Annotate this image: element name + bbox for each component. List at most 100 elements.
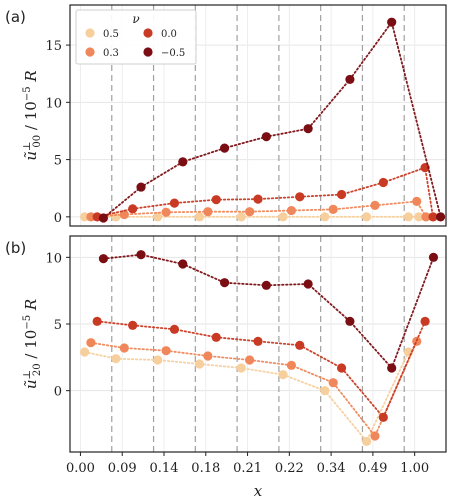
data-point	[412, 196, 422, 206]
data-point	[136, 182, 146, 192]
data-point	[303, 124, 313, 134]
series-line	[90, 340, 418, 438]
series-line	[83, 351, 410, 443]
data-point	[253, 194, 263, 204]
panel-label: (a)	[5, 8, 26, 26]
data-point	[295, 340, 305, 350]
legend: ν 0.5 0.0 0.3 −0.5	[75, 9, 197, 65]
x-tick-label: 0.49	[358, 461, 387, 476]
series-line	[102, 253, 435, 370]
data-point	[178, 259, 188, 269]
data-point	[178, 157, 188, 167]
data-point	[295, 192, 305, 202]
data-point	[98, 254, 109, 264]
y-tick-label: 5	[54, 154, 62, 169]
data-point	[345, 74, 355, 85]
data-point	[153, 355, 163, 365]
data-point	[98, 213, 109, 223]
data-point	[387, 17, 397, 27]
data-point	[219, 143, 230, 153]
y-tick-label: 10	[45, 96, 62, 111]
data-point	[328, 378, 338, 388]
legend-label: 0.5	[103, 29, 119, 40]
data-point	[245, 355, 255, 365]
legend-marker	[143, 28, 153, 38]
plot-frame	[69, 4, 447, 227]
data-point	[421, 212, 431, 222]
legend-box	[75, 9, 197, 65]
x-tick-label: 0.09	[108, 461, 137, 476]
x-tick-label: 1.00	[400, 461, 429, 476]
data-point	[320, 212, 330, 222]
data-point	[169, 198, 180, 208]
data-point	[362, 212, 372, 222]
data-point	[420, 316, 430, 326]
x-tick-label: 0.22	[275, 461, 304, 476]
data-point	[378, 412, 388, 422]
y-axis-label: ũ⊥00 / 10−5 R	[22, 70, 43, 160]
legend-label: 0.0	[161, 29, 177, 40]
panel-label: (b)	[5, 239, 26, 257]
data-point	[428, 212, 438, 222]
data-point	[153, 212, 163, 222]
data-point	[128, 320, 138, 330]
series-line	[90, 200, 427, 218]
data-point	[203, 207, 213, 217]
data-point	[370, 200, 380, 210]
x-tick-label: 0.34	[317, 461, 346, 476]
plot-frame	[69, 235, 447, 453]
data-point	[387, 363, 397, 373]
data-point	[203, 351, 213, 361]
data-point	[261, 132, 271, 142]
data-point	[194, 212, 205, 222]
y-axis-label: ũ⊥20 / 10−5 R	[22, 299, 43, 389]
data-point	[328, 204, 338, 214]
data-point	[336, 363, 347, 373]
data-point	[128, 204, 138, 214]
data-point	[345, 316, 355, 326]
data-point	[320, 386, 330, 396]
x-tick-label: 0.14	[150, 461, 179, 476]
data-point	[286, 205, 297, 216]
data-point	[362, 436, 372, 446]
series-line	[96, 320, 427, 419]
data-point	[194, 359, 205, 369]
data-point	[211, 332, 221, 342]
y-tick-label: 0	[54, 211, 62, 226]
data-point	[86, 338, 96, 348]
data-point	[211, 195, 221, 205]
data-point	[80, 347, 90, 357]
data-point	[278, 212, 288, 222]
x-tick-label: 0.21	[233, 461, 262, 476]
legend-title: ν	[132, 12, 139, 26]
data-point	[111, 354, 121, 364]
data-point	[278, 370, 288, 380]
data-point	[414, 212, 424, 222]
data-point	[303, 279, 313, 289]
data-point	[136, 250, 146, 260]
x-tick-label: 0.00	[66, 461, 95, 476]
data-point	[92, 316, 102, 326]
data-point	[236, 212, 246, 222]
legend-marker	[85, 47, 95, 57]
x-axis-label: x	[254, 482, 263, 500]
data-point	[336, 189, 347, 200]
data-point	[119, 209, 129, 220]
legend-label: −0.5	[161, 48, 185, 59]
data-point	[161, 346, 171, 356]
panel-b: 0 5 10 (b) ũ⊥20 / 10−5 R 0.00 0.09 0.14 0.18 0.21…	[5, 235, 447, 476]
data-point	[169, 324, 180, 334]
y-tick-label: 15	[45, 39, 62, 54]
data-point	[261, 280, 271, 290]
data-point	[253, 336, 263, 346]
y-tick-label: 0	[54, 385, 62, 400]
panel-a: 0 5 10 15 (a) ũ⊥00 / 10−5 R ν 0.5 0.0 0.3 −0.5	[5, 4, 447, 227]
data-point	[403, 212, 413, 222]
data-point	[378, 177, 388, 188]
data-point	[219, 278, 230, 288]
data-point	[428, 252, 439, 262]
x-tick-label: 0.18	[191, 461, 220, 476]
data-point	[370, 431, 380, 441]
data-point	[245, 207, 255, 217]
